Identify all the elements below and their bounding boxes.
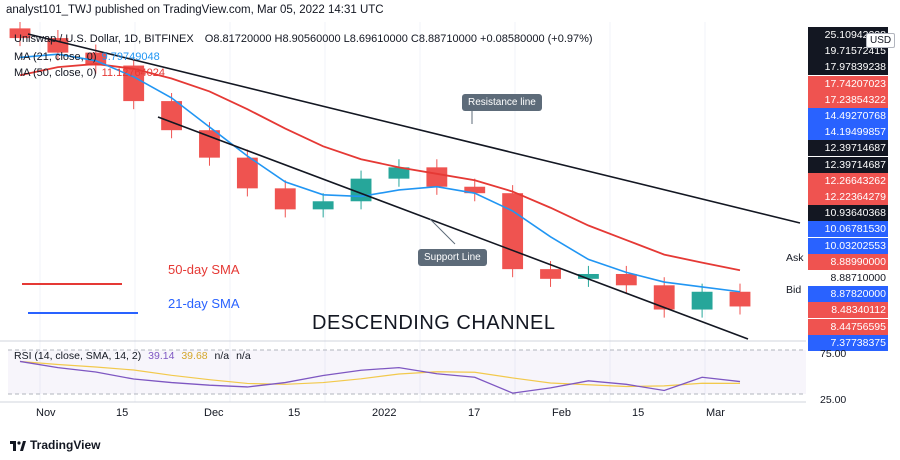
candle-body [540,269,561,279]
currency-badge[interactable]: USD [866,33,896,48]
symbol-legend: Uniswap / U.S. Dollar, 1D, BITFINEX O8.8… [14,33,593,45]
candle-body [9,28,31,39]
candle-body [199,130,220,158]
candle-body [653,285,675,310]
rsi-na-2: n/a [236,350,251,362]
price-axis-label: 12.26643262 [808,172,888,189]
time-axis-label: 15 [116,407,129,419]
ma21-value: 9.79749048 [101,51,160,63]
rsi-legend: RSI (14, close, SMA, 14, 2) 39.14 39.68 … [14,350,251,362]
ma21-legend: MA (21, close, 0) 9.79749048 [14,51,160,63]
time-axis-label: Mar [706,407,725,419]
price-axis-label: 8.44756595 [808,318,888,335]
rsi-level-75: 75.00 [820,348,847,360]
rsi-label: RSI (14, close, SMA, 14, 2) [14,350,142,362]
symbol-name: Uniswap / U.S. Dollar, 1D, BITFINEX [14,33,194,45]
candle-body [236,157,258,189]
candle-body [388,167,410,179]
candle-body [426,167,448,187]
candle-body [615,273,637,286]
candle-body [464,186,486,194]
time-axis-label: 2022 [372,407,397,419]
channel-lower-line [157,116,749,340]
ma21-line [19,53,741,293]
price-axis-label: 8.88710000 [830,272,886,284]
price-axis-label: 10.93640368 [808,205,888,222]
time-axis-label: Nov [36,407,56,419]
ma50-legend: MA (50, close, 0) 11.12764024 [14,67,165,79]
price-axis-label: 12.39714687 [808,156,888,173]
price-axis-label: 10.06781530 [808,221,888,238]
candlestick-series [9,22,751,318]
rsi-value: 39.14 [148,350,175,362]
price-axis-label: 8.88990000 [808,253,888,270]
price-axis-label: 12.22364279 [808,189,888,205]
time-axis-label: Dec [204,407,224,419]
footer-brand-text: TradingView [30,438,101,452]
channel-title: DESCENDING CHANNEL [312,312,556,334]
price-axis-label: 14.19499857 [808,124,888,141]
ma21-label: MA (21, close, 0) [14,51,97,63]
price-axis-label: 12.39714687 [808,140,888,157]
ask-tag: Ask [786,252,804,264]
ma50-label: MA (50, close, 0) [14,67,97,79]
time-axis-label: 17 [468,407,481,419]
bid-tag: Bid [786,284,802,296]
channel-upper-line [27,33,801,224]
tradingview-logo-icon [10,440,26,451]
support-line-label[interactable]: Support Line [418,249,487,266]
time-axis-label: 15 [288,407,301,419]
price-axis-label: 17.97839238 [808,59,888,76]
candle-body [47,38,69,53]
candle-body [312,201,334,210]
rsi-band [8,350,806,394]
price-axis-label: 14.49270768 [808,108,888,124]
candle-body [691,291,713,310]
price-axis-label: 8.48340112 [808,302,888,319]
rsi-line [19,360,741,394]
candle-body [578,273,599,279]
price-axis-label: 8.87820000 [808,286,888,303]
price-axis-label: 10.03202553 [808,237,888,254]
candle-body [161,101,182,131]
publish-info: analyst101_TWJ published on TradingView.… [6,4,384,16]
candle-body [729,291,751,307]
rsi-level-25: 25.00 [820,394,847,406]
support-pointer [429,218,456,245]
ma50-line [19,63,741,272]
rsi-sma-value: 39.68 [181,350,208,362]
sma21-caption: 21-day SMA [168,296,240,311]
price-axis-label: 17.74207023 [808,75,888,92]
price-chart[interactable] [0,22,806,412]
tradingview-brand[interactable]: TradingView [10,438,100,452]
time-axis-label: Feb [552,407,571,419]
price-axis-label: 7.37738375 [808,334,888,351]
ohlc-values: O8.81720000 H8.90560000 L8.69610000 C8.8… [204,33,593,45]
price-axis-label: 17.23854322 [808,91,888,108]
resistance-line-label[interactable]: Resistance line [462,94,542,111]
candle-body [274,188,296,210]
sma50-caption: 50-day SMA [168,262,240,277]
rsi-sma-line [19,360,741,388]
ma50-value: 11.12764024 [101,67,166,79]
candle-body [502,193,524,270]
rsi-na-1: n/a [214,350,230,362]
time-axis-label: 15 [632,407,645,419]
